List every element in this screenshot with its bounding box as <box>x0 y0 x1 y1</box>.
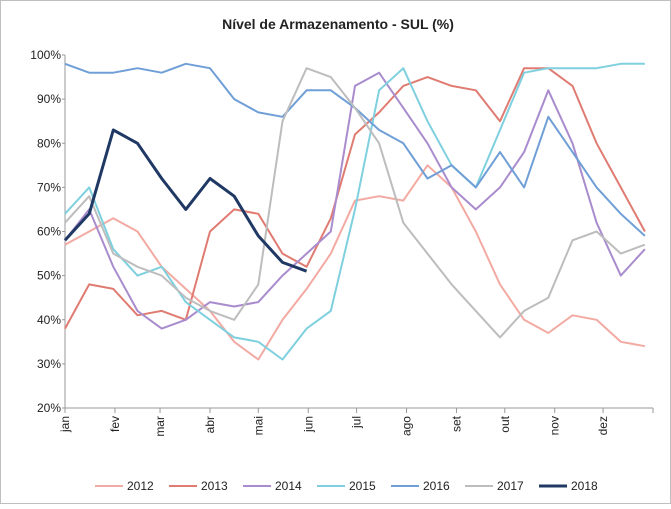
x-tick-label: fev <box>108 416 122 432</box>
y-tick-label: 50% <box>37 269 61 283</box>
y-tick-label: 80% <box>37 136 61 150</box>
legend-label: 2014 <box>275 479 302 493</box>
x-tick-label: jun <box>301 416 315 433</box>
x-tick-label: ago <box>400 416 414 436</box>
legend-label: 2018 <box>571 479 598 493</box>
chart-title: Nível de Armazenamento - SUL (%) <box>222 16 454 32</box>
series-line <box>63 128 308 273</box>
x-tick-label: out <box>498 415 512 432</box>
x-tick-label: jul <box>350 416 364 429</box>
legend-label: 2015 <box>349 479 376 493</box>
y-tick-label: 30% <box>37 357 61 371</box>
y-tick-label: 70% <box>37 180 61 194</box>
x-tick-label: dez <box>596 416 610 435</box>
y-tick-label: 20% <box>37 401 61 415</box>
x-tick-label: abr <box>203 416 217 433</box>
x-tick-label: jan <box>58 416 72 433</box>
x-tick-label: set <box>449 415 463 432</box>
y-tick-label: 90% <box>37 92 61 106</box>
legend-label: 2017 <box>497 479 524 493</box>
legend-label: 2012 <box>127 479 154 493</box>
x-tick-label: mar <box>153 416 167 437</box>
y-tick-label: 100% <box>30 48 61 62</box>
legend-label: 2016 <box>423 479 450 493</box>
x-tick-label: mai <box>251 416 265 435</box>
x-tick-label: nov <box>548 416 562 435</box>
y-tick-label: 60% <box>37 225 61 239</box>
y-tick-label: 40% <box>37 313 61 327</box>
series-line <box>64 67 646 339</box>
legend-label: 2013 <box>201 479 228 493</box>
series-line <box>64 62 645 361</box>
series-line <box>64 71 646 330</box>
